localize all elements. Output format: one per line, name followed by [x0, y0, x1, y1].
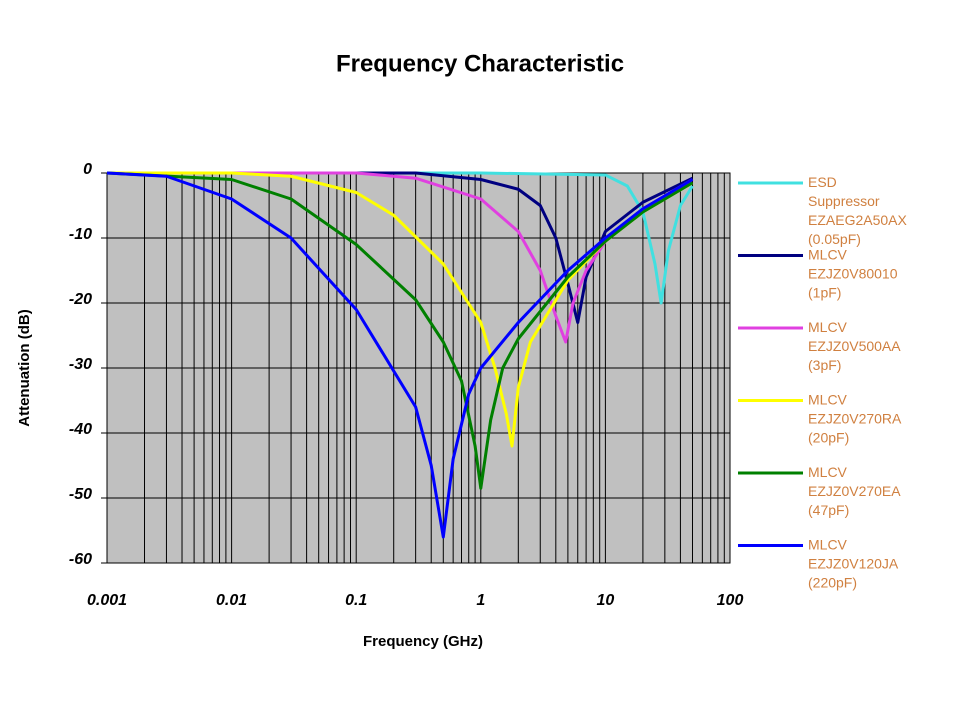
y-tick-label: 0: [83, 161, 92, 178]
x-tick-label: 0.001: [87, 592, 127, 609]
series-line: [107, 171, 694, 324]
x-tick-label: 100: [717, 592, 744, 609]
x-tick-label: 10: [597, 592, 615, 609]
y-axis-title: Attenuation (dB): [16, 309, 33, 426]
legend-label: MLCV EZJZ0V270EA (47pF): [808, 464, 901, 518]
legend-label: MLCV EZJZ0V500AA (3pF): [808, 319, 901, 373]
legend-label: MLCV EZJZ0V120JA (220pF): [808, 536, 899, 590]
y-tick-label: -30: [69, 356, 92, 373]
y-tick-label: -10: [69, 226, 92, 243]
y-tick-label: -50: [69, 486, 92, 503]
x-tick-label: 1: [476, 592, 485, 609]
legend-label: MLCV EZJZ0V270RA (20pF): [808, 391, 902, 445]
chart-title: Frequency Characteristic: [336, 50, 624, 77]
x-tick-label: 0.01: [216, 592, 247, 609]
x-axis-title: Frequency (GHz): [363, 633, 483, 650]
series-line: [106, 171, 694, 539]
legend-label: ESD Suppressor EZAEG2A50AX (0.05pF): [808, 174, 907, 247]
legend-label: MLCV EZJZ0V80010 (1pF): [808, 246, 898, 300]
series-line: [106, 171, 694, 490]
y-tick-label: -40: [69, 421, 92, 438]
y-tick-label: -20: [69, 291, 92, 308]
x-tick-label: 0.1: [345, 592, 367, 609]
y-tick-label: -60: [69, 551, 92, 568]
